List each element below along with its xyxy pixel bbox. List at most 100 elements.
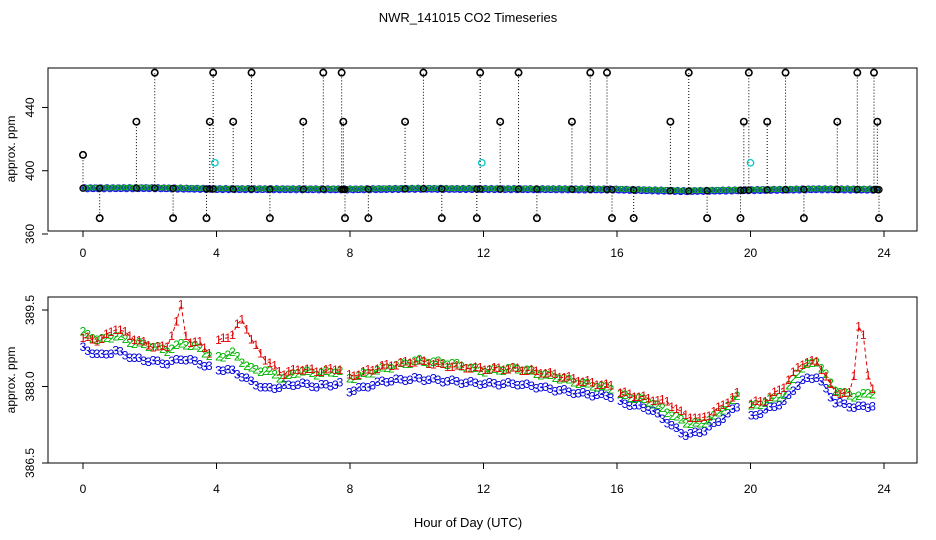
series-1-point: 1 xyxy=(299,363,306,377)
spike-point xyxy=(514,68,523,77)
series-2-point: 2 xyxy=(514,362,521,376)
spike-point xyxy=(703,214,712,223)
baseline-point-2 xyxy=(720,187,727,193)
series-1-point: 1 xyxy=(477,361,484,375)
spike-point xyxy=(833,117,842,126)
series-1-point: 1 xyxy=(449,360,456,374)
baseline-point-2 xyxy=(258,185,264,192)
series-2-point: 2 xyxy=(752,397,759,411)
series-3-point: 3 xyxy=(692,425,699,439)
spike-point xyxy=(736,214,745,223)
x-axis-label: Hour of Day (UTC) xyxy=(414,515,522,530)
series-1-point: 1 xyxy=(757,394,764,408)
baseline-point-2 xyxy=(819,185,826,192)
top-panel: 0 4 8 12 16 20 24 360 400 440 approx. ppm xyxy=(4,67,918,260)
baseline-point-2 xyxy=(137,184,144,191)
spike-point xyxy=(532,214,541,223)
baseline-point-2 xyxy=(813,185,820,192)
baseline-point-2 xyxy=(179,185,186,191)
baseline-point-2 xyxy=(173,185,180,191)
series-1-point: 1 xyxy=(178,298,185,312)
baseline-point-2 xyxy=(119,184,126,191)
series-3-point: 3 xyxy=(706,420,713,434)
series-2-point: 2 xyxy=(724,399,731,413)
baseline-point-2 xyxy=(89,184,96,191)
series-1-point: 1 xyxy=(654,394,661,408)
series-1-point: 1 xyxy=(710,405,717,419)
spike-base-point xyxy=(341,185,349,194)
series-1-point: 1 xyxy=(458,359,465,373)
baseline-point-2 xyxy=(648,186,655,193)
series-1-point: 1 xyxy=(351,369,358,383)
series-3-point: 3 xyxy=(430,372,437,386)
baseline-point-2 xyxy=(191,185,198,191)
series-2-point: 2 xyxy=(360,366,367,380)
series-1-point: 1 xyxy=(309,362,316,376)
series-1-point: 1 xyxy=(687,411,694,425)
series-1-point: 1 xyxy=(528,363,535,377)
baseline-point-2 xyxy=(351,185,357,192)
series-3-point: 3 xyxy=(154,354,161,368)
series-1-point: 1 xyxy=(734,386,741,400)
series-2-line xyxy=(82,331,873,425)
series-3-point: 3 xyxy=(253,378,260,392)
spike-base-point xyxy=(740,186,748,194)
series-1-point: 1 xyxy=(846,385,853,399)
series-1-point: 1 xyxy=(720,398,727,412)
series-3-point: 3 xyxy=(351,384,358,398)
baseline-point-2 xyxy=(579,185,586,192)
series-3-point: 3 xyxy=(281,378,288,392)
series-1-point: 1 xyxy=(496,361,503,375)
series-3-point: 3 xyxy=(168,354,175,368)
series-1-point: 1 xyxy=(421,354,428,368)
series-1-point: 1 xyxy=(89,333,96,347)
spike-point xyxy=(567,117,576,126)
series-1-point: 1 xyxy=(379,359,386,373)
series-1-point: 1 xyxy=(584,374,591,388)
bottom-x-tick-label: 12 xyxy=(477,482,491,496)
series-2-point: 2 xyxy=(654,398,661,412)
spike-point xyxy=(476,68,485,77)
series-1-point: 1 xyxy=(248,332,255,346)
series-1-point: 1 xyxy=(374,362,381,376)
series-2-point: 2 xyxy=(776,391,783,405)
series-2-point: 2 xyxy=(281,372,288,386)
baseline-point-2 xyxy=(771,186,778,193)
series-1-point: 1 xyxy=(271,359,278,373)
series-3-point: 3 xyxy=(710,416,717,430)
series-1-point: 1 xyxy=(752,394,759,408)
series-3-point: 3 xyxy=(673,421,680,435)
series-2-point: 2 xyxy=(472,361,479,375)
series-1-point: 1 xyxy=(855,319,862,333)
series-2-point: 2 xyxy=(136,336,143,350)
series-2-point: 2 xyxy=(196,341,203,355)
series-2-point: 2 xyxy=(159,342,166,356)
series-2-point: 2 xyxy=(346,371,353,385)
series-3-point: 3 xyxy=(827,391,834,405)
baseline-point-2 xyxy=(600,186,607,192)
baseline-point-2 xyxy=(759,186,766,193)
series-1-point: 1 xyxy=(234,317,241,331)
baseline-point-2 xyxy=(273,185,279,192)
baseline-point-2 xyxy=(408,185,414,192)
spike-point xyxy=(202,214,211,223)
series-2-point: 2 xyxy=(239,356,246,370)
baseline-point-2 xyxy=(663,187,670,193)
series-3-point: 3 xyxy=(715,415,722,429)
series-2-point: 2 xyxy=(201,346,208,360)
baseline-point-2 xyxy=(161,184,168,191)
series-1-point: 1 xyxy=(645,391,652,405)
series-3-point: 3 xyxy=(654,407,661,421)
series-3-point: 3 xyxy=(729,402,736,416)
baseline-point-2 xyxy=(864,186,871,192)
series-3-line xyxy=(82,346,873,437)
top-x-tick-label: 12 xyxy=(477,246,491,260)
series-1-point: 1 xyxy=(136,334,143,348)
series-1-point: 1 xyxy=(813,354,820,368)
series-3-point: 3 xyxy=(734,401,741,415)
series-1-point: 1 xyxy=(140,334,147,348)
series-2-point: 2 xyxy=(626,391,633,405)
series-2-point: 2 xyxy=(622,388,629,402)
baseline-point-2 xyxy=(618,186,625,192)
